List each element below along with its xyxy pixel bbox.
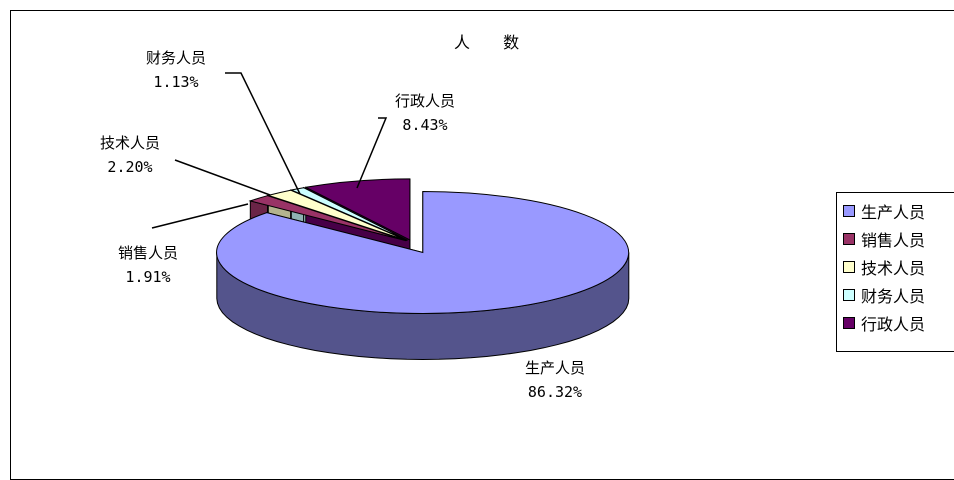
legend: 生产人员 销售人员 技术人员 财务人员 行政人员 xyxy=(836,192,954,352)
legend-swatch xyxy=(843,317,855,329)
slice-label-value: 8.43% xyxy=(402,116,447,134)
slice-label-name: 技术人员 xyxy=(100,134,160,152)
legend-label: 财务人员 xyxy=(861,283,925,307)
legend-item: 销售人员 xyxy=(843,225,954,253)
legend-item: 生产人员 xyxy=(843,197,954,225)
slice-label-name: 销售人员 xyxy=(118,244,178,262)
slice-label-value: 1.13% xyxy=(153,73,198,91)
legend-swatch xyxy=(843,261,855,273)
legend-item: 技术人员 xyxy=(843,253,954,281)
leader-line xyxy=(357,118,386,188)
slice-label-value: 1.91% xyxy=(125,268,170,286)
legend-item: 财务人员 xyxy=(843,281,954,309)
legend-label: 生产人员 xyxy=(861,199,925,223)
pie-tops xyxy=(217,179,629,314)
slice-label-name: 生产人员 xyxy=(525,359,585,377)
slice-label-name: 行政人员 xyxy=(395,92,455,110)
legend-swatch xyxy=(843,289,855,301)
legend-swatch xyxy=(843,205,855,217)
leader-line xyxy=(175,160,270,195)
chart-title: 人 数 xyxy=(454,33,533,52)
legend-label: 行政人员 xyxy=(861,311,925,335)
legend-label: 技术人员 xyxy=(861,255,925,279)
leader-line xyxy=(225,73,300,194)
slice-label-name: 财务人员 xyxy=(146,49,206,67)
slice-label-value: 2.20% xyxy=(107,158,152,176)
leader-line xyxy=(152,204,248,228)
legend-swatch xyxy=(843,233,855,245)
slice-label-value: 86.32% xyxy=(528,383,582,401)
legend-item: 行政人员 xyxy=(843,309,954,337)
pie-chart: 人 数 生产人员 86.32% 销售人员 1.91% 技术人员 2.20% 财务人员 1.13… xyxy=(0,0,954,470)
legend-label: 销售人员 xyxy=(861,227,925,251)
